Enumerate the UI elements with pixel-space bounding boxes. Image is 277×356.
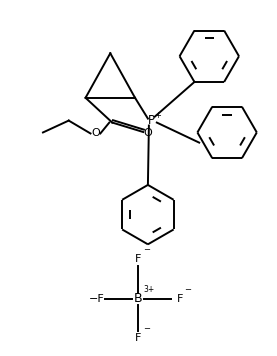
Text: −F: −F — [89, 294, 104, 304]
Text: −: − — [143, 324, 150, 334]
Text: F: F — [135, 254, 141, 264]
Text: F: F — [135, 333, 141, 344]
Text: +: + — [154, 111, 161, 120]
Text: −: − — [184, 285, 191, 294]
Text: 3+: 3+ — [143, 285, 154, 294]
Text: O: O — [91, 129, 100, 138]
Text: O: O — [143, 129, 152, 138]
Text: P: P — [148, 114, 155, 127]
Text: −: − — [143, 245, 150, 254]
Text: F: F — [176, 294, 183, 304]
Text: B: B — [134, 292, 142, 305]
